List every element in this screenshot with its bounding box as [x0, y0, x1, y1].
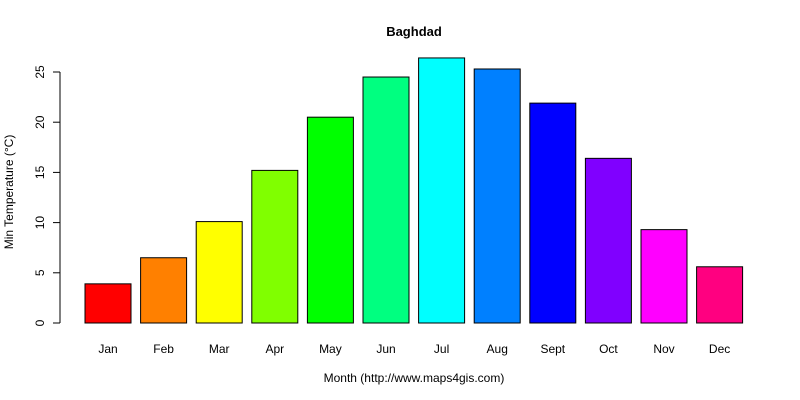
x-tick-label: Mar [209, 342, 230, 356]
y-tick-label: 0 [33, 319, 47, 326]
y-tick-label: 15 [33, 165, 47, 179]
x-tick-label: Aug [487, 342, 508, 356]
x-tick-label: Jan [98, 342, 117, 356]
bar-jun [362, 76, 410, 324]
bar-jul [418, 57, 466, 324]
x-tick-label: May [319, 342, 342, 356]
x-tick-label: Nov [653, 342, 674, 356]
bar-series [84, 57, 744, 324]
bar-jan [84, 283, 132, 324]
bar-sept [529, 102, 577, 324]
y-tick-label: 25 [33, 65, 47, 79]
x-tick-label: Dec [709, 342, 730, 356]
bar-feb [140, 257, 188, 324]
y-tick-label: 20 [33, 115, 47, 129]
x-tick-label: Jul [434, 342, 449, 356]
y-tick-label: 10 [33, 216, 47, 230]
y-tick-label: 5 [33, 269, 47, 276]
bar-apr [251, 169, 299, 324]
x-tick-label: Feb [153, 342, 174, 356]
y-axis-ticks: 0 5 10 15 20 25 [33, 65, 60, 326]
chart-title: Baghdad [386, 24, 442, 39]
bar-nov [640, 229, 688, 324]
bar-dec [696, 266, 744, 324]
bar-mar [195, 221, 243, 324]
x-tick-label: Sept [540, 342, 565, 356]
x-tick-label: Oct [599, 342, 618, 356]
y-axis-label: Min Temperature (°C) [2, 135, 16, 250]
x-axis-tick-labels: Jan Feb Mar Apr May Jun Jul Aug Sept Oct Nov Dec [98, 342, 730, 356]
x-tick-label: Apr [265, 342, 284, 356]
bar-aug [473, 68, 521, 324]
bar-may [306, 116, 354, 324]
x-axis-label: Month (http://www.maps4gis.com) [324, 371, 505, 385]
bar-oct [584, 157, 632, 324]
x-tick-label: Jun [376, 342, 395, 356]
